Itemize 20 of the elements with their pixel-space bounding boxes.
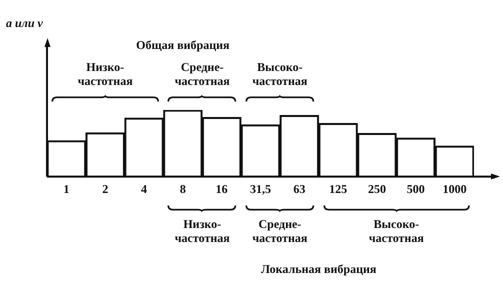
chart-title: Общая вибрация [136,38,230,52]
x-tick-label: 16 [216,182,228,196]
x-tick-label: 250 [368,182,386,196]
text: Высоко- частотная [368,217,424,245]
text: Локальная вибрация [261,262,376,276]
x-tick-label: 4 [141,182,148,196]
x-tick-label: 31,5 [250,182,271,196]
x-tick-label: 125 [329,182,348,196]
text: Средне- частотная [174,60,230,88]
text: Средне- частотная [252,217,308,245]
x-tick-label: 1 [63,182,70,196]
text: Низко- частотная [78,60,133,88]
x-tick-label: 63 [293,182,306,196]
text: Высоко- частотная [252,60,308,88]
x-tick-label: 2 [102,182,108,196]
x-tick-label: 500 [406,182,425,196]
text: a или v [6,16,43,30]
x-tick-label: 8 [180,182,186,196]
text: Низко- частотная [174,217,230,245]
x-tick-label: 1000 [442,182,467,196]
